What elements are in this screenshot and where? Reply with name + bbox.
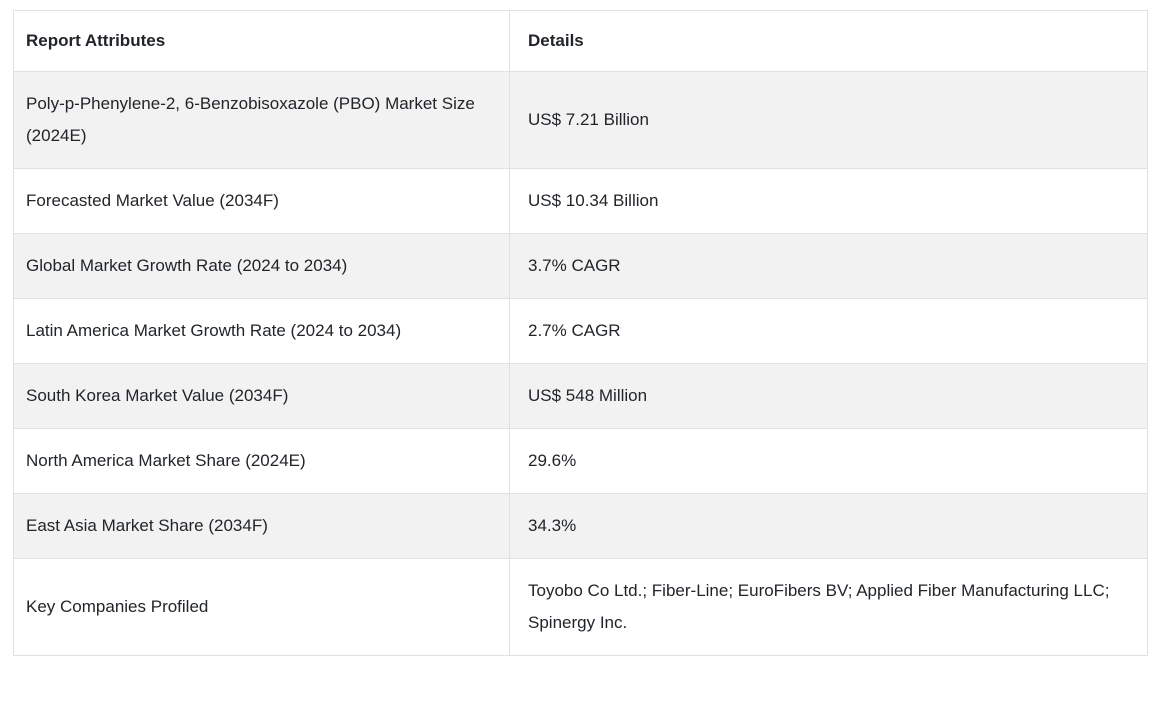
table-row: South Korea Market Value (2034F) US$ 548 … [13, 363, 1148, 429]
detail-cell: Toyobo Co Ltd.; Fiber-Line; EuroFibers B… [509, 558, 1148, 656]
report-attributes-table: Report Attributes Details Poly-p-Phenyle… [13, 10, 1148, 656]
attribute-cell: East Asia Market Share (2034F) [13, 493, 510, 559]
attribute-cell: Global Market Growth Rate (2024 to 2034) [13, 233, 510, 299]
attribute-cell: Poly-p-Phenylene-2, 6-Benzobisoxazole (P… [13, 71, 510, 169]
detail-cell: US$ 7.21 Billion [509, 71, 1148, 169]
table-header: Report Attributes Details [13, 10, 1148, 72]
attribute-cell: South Korea Market Value (2034F) [13, 363, 510, 429]
table-row: Poly-p-Phenylene-2, 6-Benzobisoxazole (P… [13, 71, 1148, 169]
detail-cell: 2.7% CAGR [509, 298, 1148, 364]
table-row: Latin America Market Growth Rate (2024 t… [13, 298, 1148, 364]
detail-cell: US$ 548 Million [509, 363, 1148, 429]
table-row: Key Companies Profiled Toyobo Co Ltd.; Fi… [13, 558, 1148, 656]
detail-cell: 29.6% [509, 428, 1148, 494]
table-body: Poly-p-Phenylene-2, 6-Benzobisoxazole (P… [13, 71, 1148, 656]
detail-cell: 34.3% [509, 493, 1148, 559]
header-report-attributes: Report Attributes [13, 10, 510, 72]
detail-cell: US$ 10.34 Billion [509, 168, 1148, 234]
detail-cell: 3.7% CAGR [509, 233, 1148, 299]
table-row: East Asia Market Share (2034F) 34.3% [13, 493, 1148, 559]
attribute-cell: North America Market Share (2024E) [13, 428, 510, 494]
table-row: Forecasted Market Value (2034F) US$ 10.34… [13, 168, 1148, 234]
table-row: Global Market Growth Rate (2024 to 2034)… [13, 233, 1148, 299]
attribute-cell: Latin America Market Growth Rate (2024 t… [13, 298, 510, 364]
header-row: Report Attributes Details [13, 10, 1148, 72]
header-details: Details [509, 10, 1148, 72]
attribute-cell: Forecasted Market Value (2034F) [13, 168, 510, 234]
attribute-cell: Key Companies Profiled [13, 558, 510, 656]
table-row: North America Market Share (2024E) 29.6% [13, 428, 1148, 494]
